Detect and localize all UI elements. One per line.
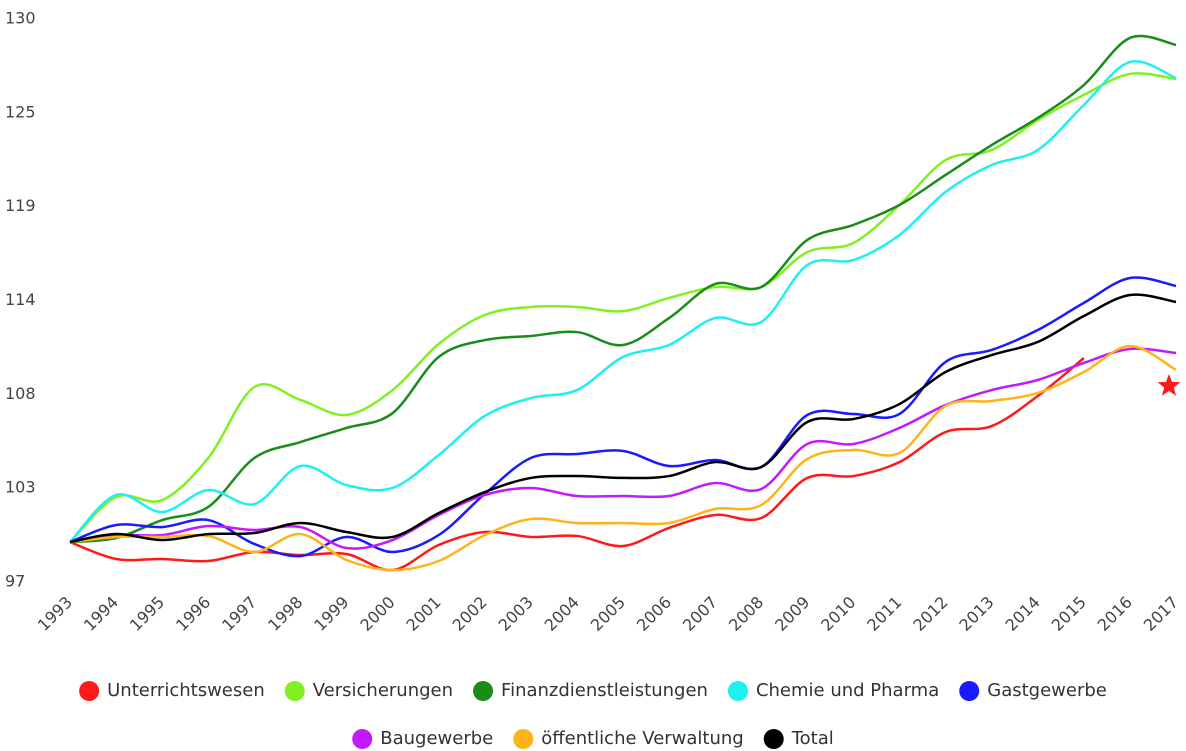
legend-swatch [352,729,373,749]
legend-swatch [763,729,784,749]
legend-label: öffentliche Verwaltung [541,728,744,749]
x-tick-label: 1998 [264,593,306,635]
x-tick-label: 2011 [863,593,905,635]
legend-item: Chemie und Pharma [727,680,939,701]
line [69,276,1177,558]
legend-item: Baugewerbe [352,728,493,749]
legend-item: Versicherungen [284,680,453,701]
y-tick-label: 108 [5,384,36,403]
y-tick-label: 119 [5,196,36,215]
x-tick-label: 1996 [172,593,214,635]
x-tick-label: 2012 [909,593,951,635]
legend-item: Finanzdienstleistungen [473,680,708,701]
legend-item: öffentliche Verwaltung [513,728,744,749]
x-tick-label: 2009 [771,593,813,635]
legend-swatch [473,681,494,701]
legend-label: Unterrichtswesen [107,680,265,701]
y-tick-label: 125 [5,102,36,121]
legend-label: Gastgewerbe [987,680,1107,701]
x-tick-label: 2015 [1048,593,1090,635]
x-tick-label: 1995 [126,593,168,635]
legend-label: Baugewerbe [380,728,493,749]
x-tick-label: 2001 [402,593,444,635]
x-tick-label: 1993 [34,593,76,635]
x-tick-label: 2000 [356,593,398,635]
x-tick-label: 2010 [817,593,859,635]
y-tick-label: 103 [5,478,36,497]
legend-item: Gastgewerbe [959,680,1107,701]
point-marker [1157,374,1181,396]
line [69,72,1177,543]
x-tick-label: 1994 [80,593,122,635]
legend-swatch [79,681,100,701]
x-tick-label: 2007 [679,593,721,635]
legend-swatch [727,681,748,701]
legend-label: Finanzdienstleistungen [501,680,708,701]
x-tick-label: 2014 [1002,593,1044,635]
legend-swatch [959,681,980,701]
y-tick-label: 130 [5,9,36,28]
x-tick-label: 2016 [1094,593,1136,635]
line [69,34,1177,544]
x-tick-label: 2003 [495,593,537,635]
x-tick-label: 1997 [218,593,260,635]
legend-item: Unterrichtswesen [79,680,265,701]
line [69,347,1177,550]
x-tick-label: 1999 [310,593,352,635]
y-tick-label: 97 [5,572,25,591]
line [69,344,1177,572]
x-tick-label: 2017 [1140,593,1182,635]
line [69,60,1177,543]
x-tick-label: 2002 [449,593,491,635]
line [69,293,1177,544]
legend-label: Total [791,728,834,749]
x-tick-label: 2005 [587,593,629,635]
line [69,357,1085,572]
x-tick-label: 2006 [633,593,675,635]
legend-label: Versicherungen [313,680,453,701]
legend-item: Total [763,728,834,749]
x-tick-label: 2008 [725,593,767,635]
legend-label: Chemie und Pharma [756,680,939,701]
legend-swatch [284,681,305,701]
x-tick-label: 2004 [541,593,583,635]
legend-swatch [513,729,534,749]
y-tick-label: 114 [5,290,36,309]
x-tick-label: 2013 [955,593,997,635]
